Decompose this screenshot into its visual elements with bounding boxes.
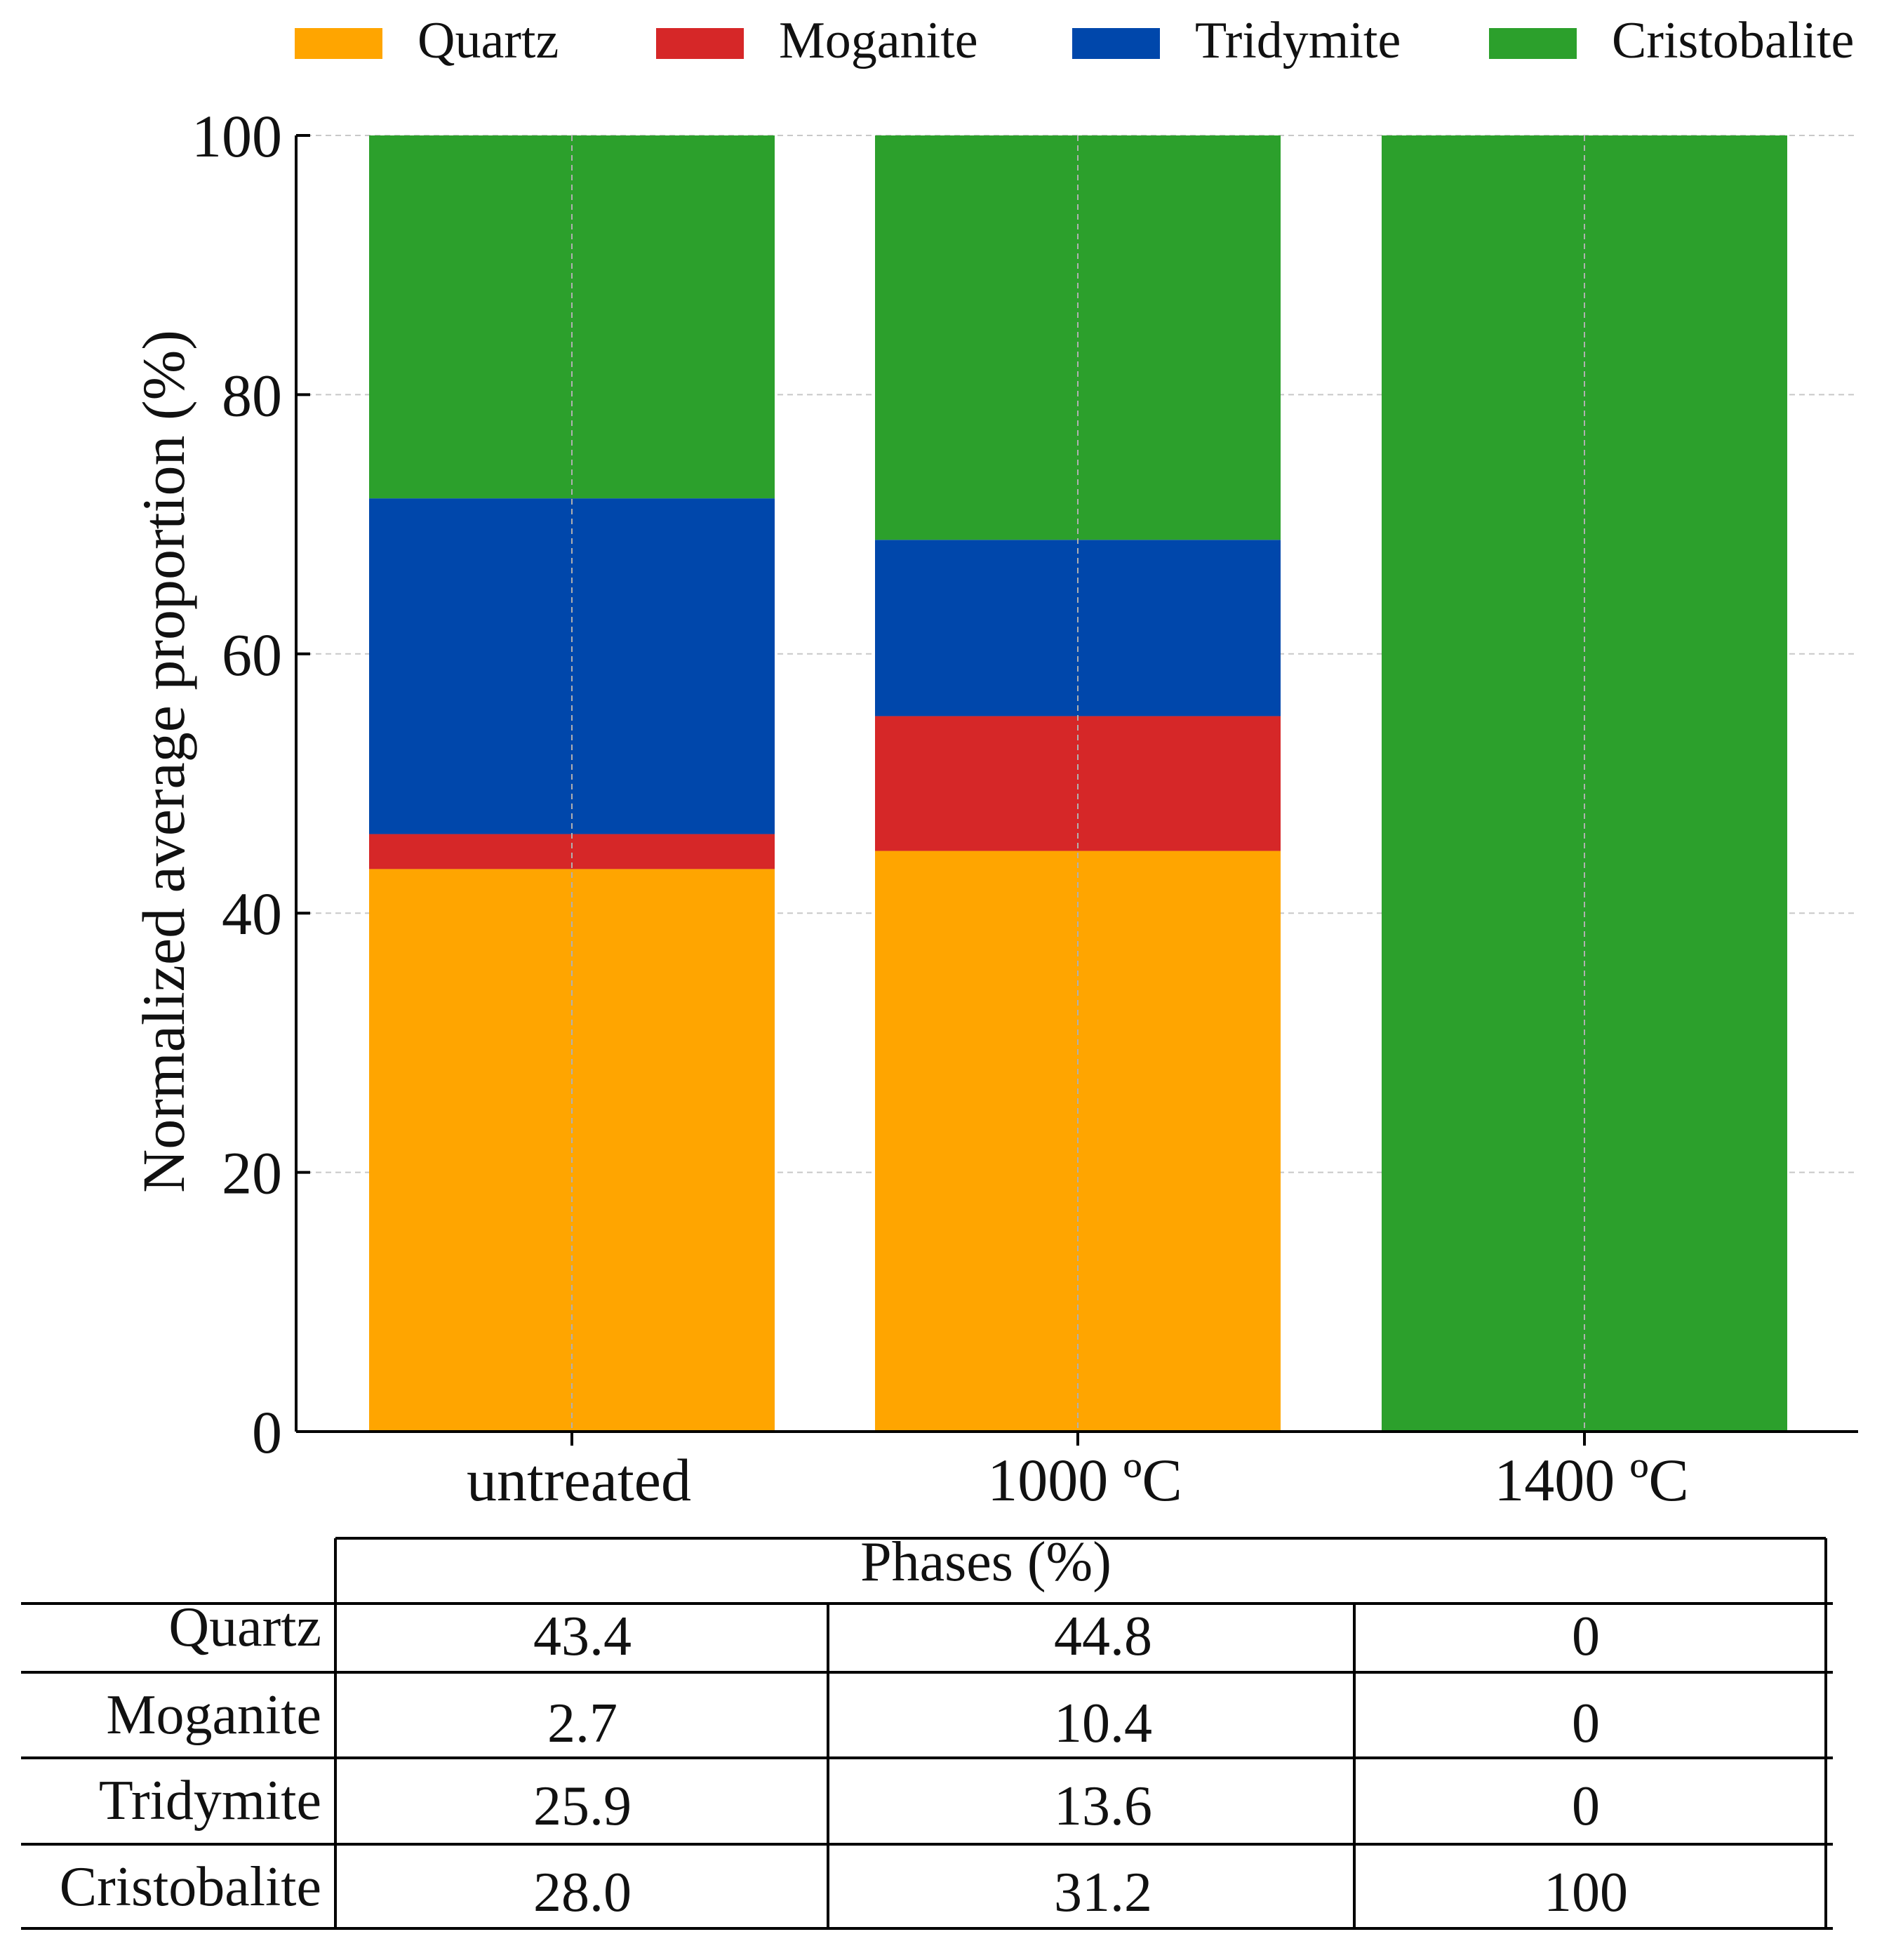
table-cell-quartz-0: 43.4 xyxy=(533,1606,632,1667)
y-tick-label-60: 60 xyxy=(222,621,282,688)
x-tick-label-1400-c: 1400 ºC xyxy=(1494,1446,1689,1514)
y-tick-label-20: 20 xyxy=(222,1140,282,1207)
legend-label-moganite: Moganite xyxy=(779,12,978,69)
legend: Quartz Moganite Tridymite Cristobalite xyxy=(295,12,1854,69)
bar-cristobalite-1400-c xyxy=(1382,135,1787,1432)
bars xyxy=(369,135,1787,1432)
table-cell-quartz-1: 44.8 xyxy=(1054,1606,1152,1667)
table-row-label-moganite: Moganite xyxy=(106,1684,321,1746)
table-cell-cristobalite-2: 100 xyxy=(1544,1862,1628,1924)
table-header: Phases (%) xyxy=(860,1531,1111,1593)
table-cell-tridymite-2: 0 xyxy=(1572,1775,1600,1837)
legend-swatch-tridymite xyxy=(1072,28,1160,59)
table-cell-quartz-2: 0 xyxy=(1572,1606,1600,1667)
table-cell-tridymite-0: 25.9 xyxy=(533,1775,632,1837)
table-cell-tridymite-1: 13.6 xyxy=(1054,1775,1152,1837)
table-row-label-tridymite: Tridymite xyxy=(99,1770,321,1832)
y-tick-label-100: 100 xyxy=(192,102,282,170)
legend-label-tridymite: Tridymite xyxy=(1195,12,1401,69)
y-ticks: 0 20 40 60 80 100 xyxy=(192,102,310,1466)
table-cell-cristobalite-0: 28.0 xyxy=(533,1862,632,1924)
legend-label-quartz: Quartz xyxy=(418,12,559,69)
x-ticks: untreated 1000 ºC 1400 ºC xyxy=(467,1432,1689,1514)
table-cells: Quartz 43.4 44.8 0 Moganite 2.7 10.4 0 Tridymite… xyxy=(60,1596,1628,1924)
table-grid-lines xyxy=(21,1537,1833,1930)
y-tick-label-80: 80 xyxy=(222,361,282,429)
table-cell-moganite-2: 0 xyxy=(1572,1693,1600,1754)
table-cell-moganite-1: 10.4 xyxy=(1054,1693,1152,1754)
table-cell-moganite-0: 2.7 xyxy=(547,1693,617,1754)
legend-swatch-quartz xyxy=(295,28,382,59)
phase-table: Phases (%) Quartz 43.4 44.8 0 Moganite 2.7 10.… xyxy=(21,1531,1833,1930)
legend-label-cristobalite: Cristobalite xyxy=(1612,12,1854,69)
table-row-label-cristobalite: Cristobalite xyxy=(60,1856,321,1918)
y-axis-label: Normalized average proportion (%) xyxy=(130,330,197,1193)
table-cell-cristobalite-1: 31.2 xyxy=(1054,1862,1152,1924)
y-tick-label-0: 0 xyxy=(252,1399,282,1466)
legend-swatch-moganite xyxy=(656,28,744,59)
legend-swatch-cristobalite xyxy=(1489,28,1577,59)
x-tick-label-1000-c: 1000 ºC xyxy=(987,1446,1182,1514)
plot-area: 0 20 40 60 80 100 untreated 1000 ºC 1400 ºC Nor… xyxy=(130,102,1858,1514)
x-tick-label-untreated: untreated xyxy=(467,1446,691,1514)
table-row-label-quartz: Quartz xyxy=(168,1596,321,1658)
y-tick-label-40: 40 xyxy=(222,880,282,947)
